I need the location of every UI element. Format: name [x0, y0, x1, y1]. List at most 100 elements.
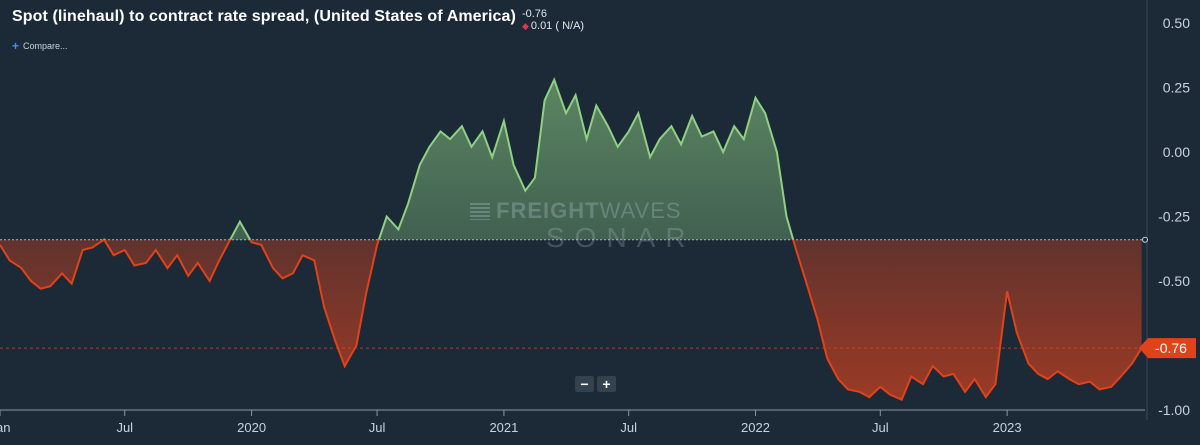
data-point [804, 279, 807, 282]
positive-area-fill [0, 79, 1142, 240]
data-point [553, 78, 556, 81]
data-point [112, 254, 115, 257]
data-point [29, 279, 32, 282]
data-points [8, 78, 1148, 401]
y-tick-label: -0.50 [1158, 273, 1190, 289]
data-point [428, 145, 431, 148]
data-point [91, 246, 94, 249]
data-point [187, 274, 190, 277]
data-point [1130, 362, 1133, 365]
data-point [1077, 383, 1080, 386]
data-point [322, 305, 325, 308]
data-point [260, 243, 263, 246]
data-point [879, 385, 882, 388]
zoom-in-button[interactable]: + [597, 376, 616, 392]
data-point [355, 344, 358, 347]
data-point [533, 176, 536, 179]
change-indicator-icon: ◆ [521, 21, 529, 31]
data-point [470, 145, 473, 148]
data-point [543, 99, 546, 102]
data-point [250, 241, 253, 244]
data-point [1046, 377, 1049, 380]
data-point [722, 150, 725, 153]
x-tick-label: Jul [872, 420, 889, 435]
data-point [1006, 290, 1009, 293]
data-point [816, 318, 819, 321]
data-point [616, 145, 619, 148]
data-point [595, 104, 598, 107]
x-tick-label: Jan [0, 420, 10, 435]
x-tick-label: 2020 [237, 420, 266, 435]
data-point [868, 396, 871, 399]
data-point [627, 130, 630, 133]
data-point [460, 125, 463, 128]
data-point [795, 248, 798, 251]
data-point [1056, 370, 1059, 373]
data-point [837, 377, 840, 380]
y-tick-label: -1.00 [1158, 402, 1190, 418]
current-value-badge-shape [1139, 338, 1196, 359]
data-point [942, 375, 945, 378]
zoom-controls: − + [575, 376, 616, 392]
x-tick-label: Jul [116, 420, 133, 435]
x-tick-label: Jul [369, 420, 386, 435]
data-point [691, 114, 694, 117]
data-point [208, 279, 211, 282]
data-point [733, 125, 736, 128]
data-point [218, 259, 221, 262]
data-point [81, 248, 84, 251]
data-point [238, 220, 241, 223]
data-point [1119, 375, 1122, 378]
data-point [39, 287, 42, 290]
data-point [439, 130, 442, 133]
data-point [524, 189, 527, 192]
data-point [846, 388, 849, 391]
series-line [0, 77, 1143, 402]
data-point [858, 390, 861, 393]
data-point [154, 248, 157, 251]
data-point [964, 390, 967, 393]
series-line-positive [102, 77, 795, 240]
data-point [785, 215, 788, 218]
data-point [1037, 372, 1040, 375]
data-point [712, 130, 715, 133]
x-tick-label: 2023 [993, 420, 1022, 435]
zoom-out-button[interactable]: − [575, 376, 594, 392]
data-point [145, 261, 148, 264]
compare-button[interactable]: + Compare... [12, 40, 68, 52]
data-point [900, 398, 903, 401]
current-value-badge-label: -0.76 [1155, 340, 1187, 356]
data-point [931, 365, 934, 368]
data-point [910, 375, 913, 378]
data-point [291, 272, 294, 275]
data-point [418, 163, 421, 166]
data-point [123, 248, 126, 251]
data-point [333, 339, 336, 342]
chart-title: Spot (linehaul) to contract rate spread,… [12, 8, 516, 25]
data-point [649, 156, 652, 159]
chart-header: Spot (linehaul) to contract rate spread,… [12, 8, 584, 32]
y-tick-label: -0.25 [1158, 209, 1190, 225]
data-point [407, 202, 410, 205]
data-point [888, 393, 891, 396]
data-point [8, 259, 11, 262]
series-line-negative [0, 239, 1143, 402]
data-point [1088, 380, 1091, 383]
data-point [700, 135, 703, 138]
data-point [133, 264, 136, 267]
y-tick-label: 0.00 [1163, 144, 1190, 160]
data-point [385, 215, 388, 218]
x-axis: Jan Jul 2020 Jul 2021 Jul 2022 Jul 2023 [0, 409, 1145, 435]
data-point [585, 138, 588, 141]
data-point [775, 150, 778, 153]
data-point [670, 125, 673, 128]
data-point [680, 143, 683, 146]
data-point [1110, 385, 1113, 388]
data-point [49, 285, 52, 288]
data-point [952, 372, 955, 375]
data-point [343, 365, 346, 368]
change-row: ◆ 0.01 ( N/A) [522, 20, 584, 32]
data-point [826, 357, 829, 360]
data-point [564, 112, 567, 115]
